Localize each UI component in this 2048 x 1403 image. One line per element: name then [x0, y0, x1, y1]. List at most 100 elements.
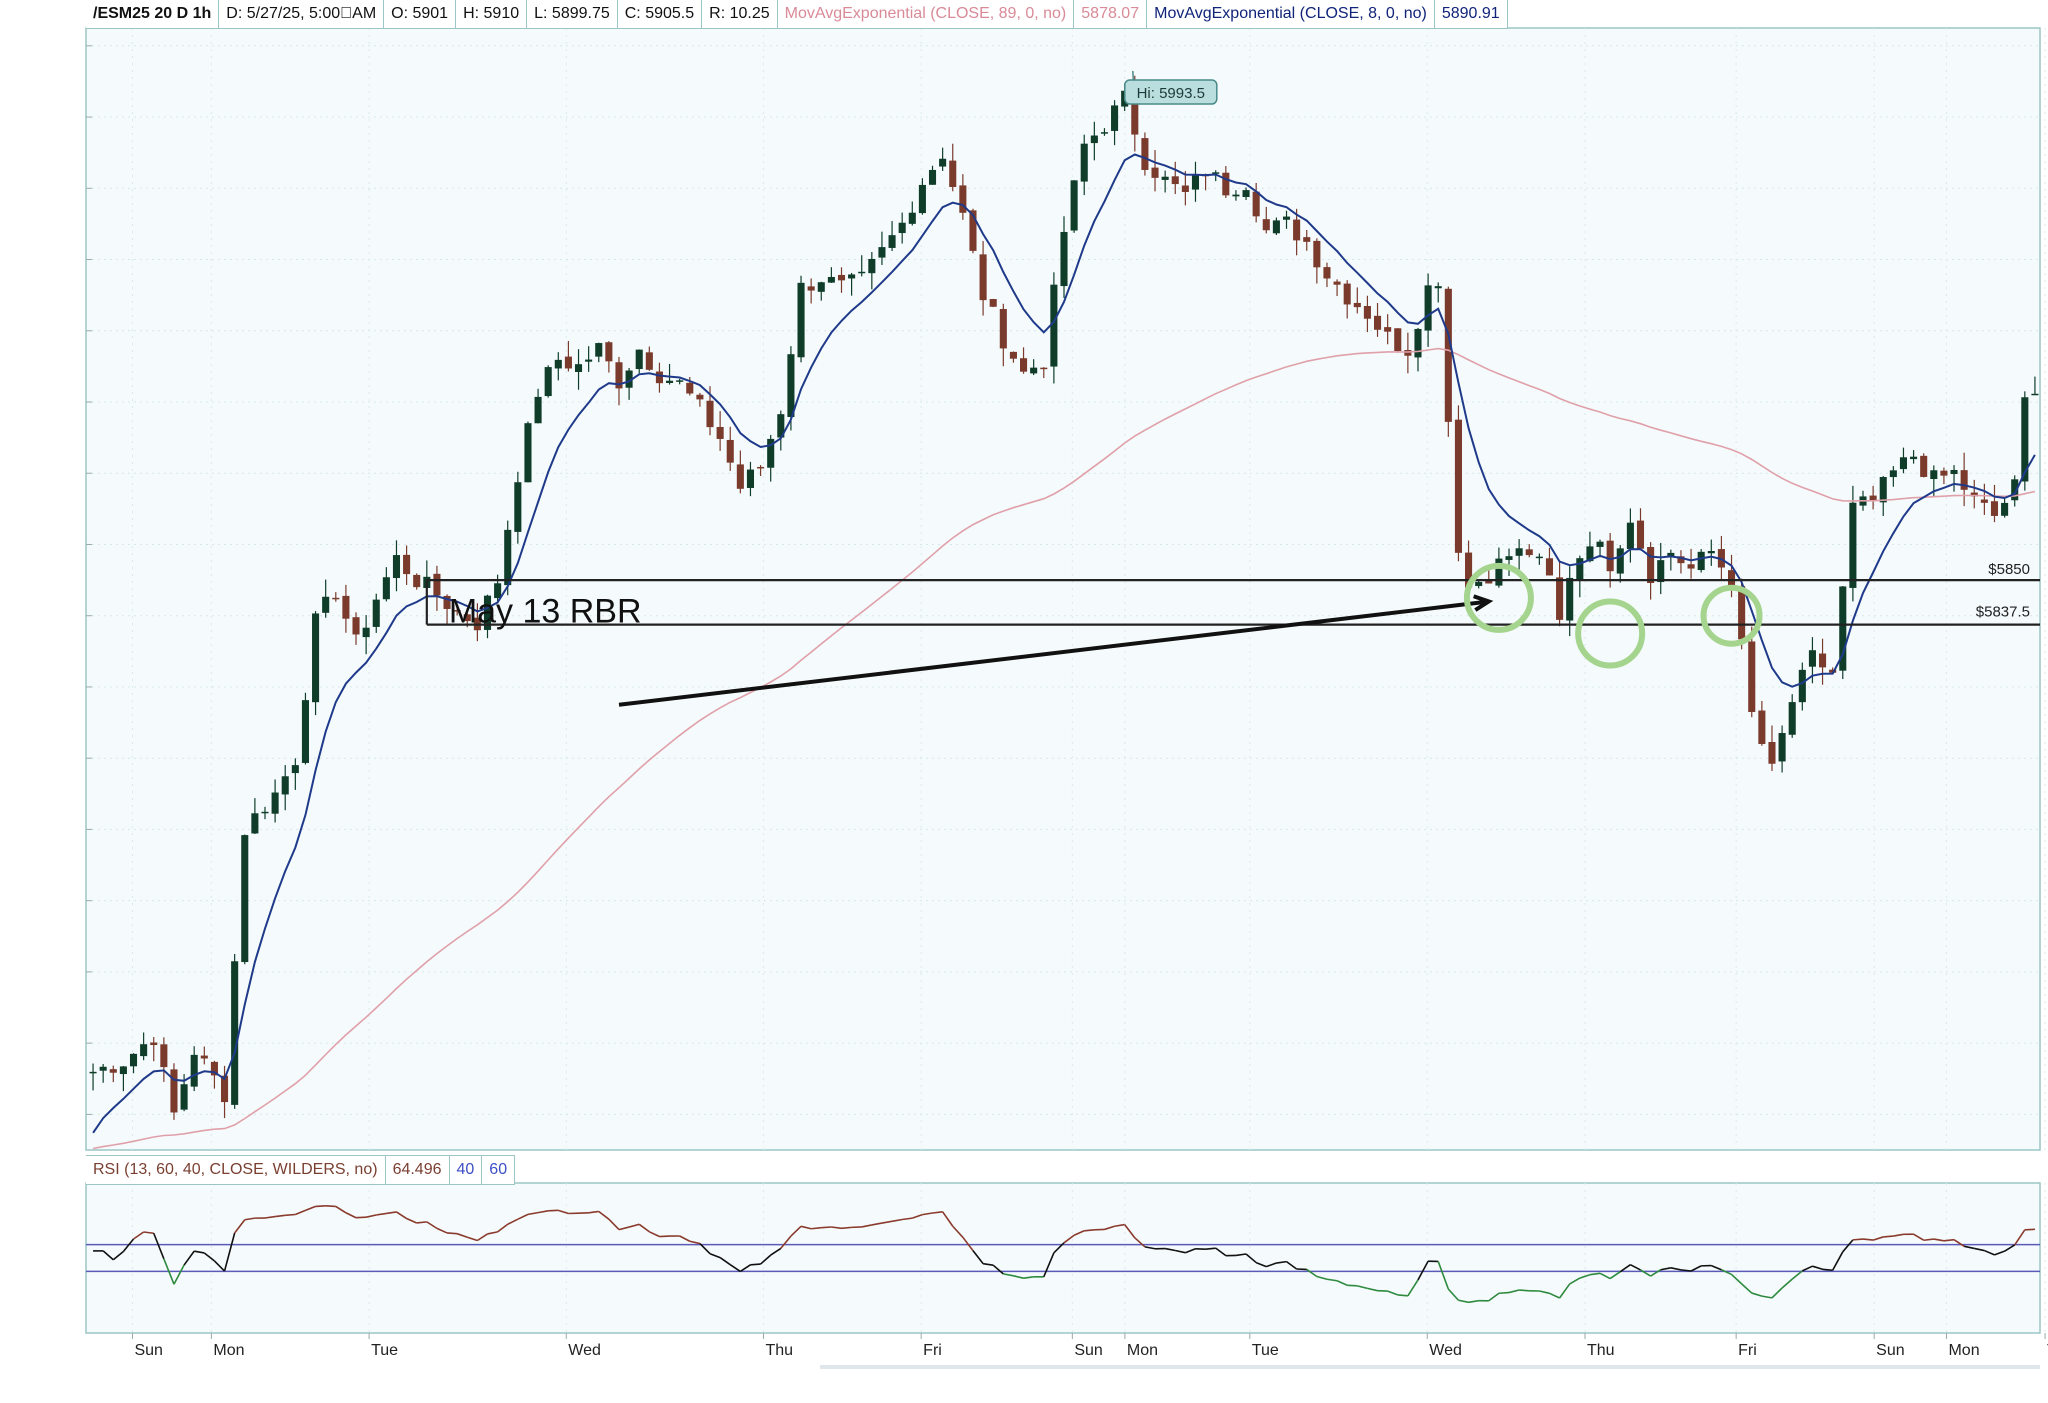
rsi-lower-level: 40	[450, 1156, 483, 1184]
candle-body	[1081, 144, 1088, 182]
candle-body	[1546, 558, 1553, 575]
open-readout: O: 5901	[384, 0, 456, 28]
candle-body	[383, 577, 390, 599]
candle-body	[1253, 192, 1260, 217]
candle-body	[352, 617, 359, 634]
candle-body	[110, 1069, 117, 1073]
candle-body	[1010, 352, 1017, 359]
candle-body	[1354, 303, 1361, 307]
candle-body	[2001, 503, 2008, 516]
candle-body	[150, 1042, 157, 1045]
candle-body	[838, 275, 845, 280]
candle-body	[261, 812, 268, 814]
candle-body	[1789, 702, 1796, 735]
candle-body	[1243, 190, 1250, 197]
close-readout: C: 5905.5	[618, 0, 702, 28]
date-readout: D: 5/27/25, 5:00 AM	[219, 0, 384, 28]
candle-body	[1819, 654, 1826, 668]
rsi-segment	[1519, 1290, 1529, 1291]
rsi-segment	[811, 1228, 821, 1229]
candle-body	[889, 235, 896, 248]
candle-body	[170, 1069, 177, 1112]
candle-body	[1384, 327, 1391, 332]
x-tick-label: Thu	[765, 1342, 793, 1359]
candle-body	[1910, 457, 1917, 459]
candle-body	[1505, 556, 1512, 560]
rsi-segment	[1084, 1230, 1094, 1231]
candle-body	[787, 354, 794, 417]
symbol-label[interactable]: /ESM25 20 D 1h	[86, 0, 219, 28]
x-tick-label: Sun	[1074, 1342, 1102, 1359]
candle-body	[899, 223, 906, 233]
ema89-study-label[interactable]: MovAvgExponential (CLOSE, 89, 0, no)	[778, 0, 1075, 28]
candle-body	[272, 793, 279, 814]
candle-body	[808, 286, 815, 290]
x-tick-label: Tue	[371, 1342, 398, 1359]
candle-body	[1020, 358, 1027, 371]
candle-body	[1930, 470, 1937, 479]
rsi-segment	[750, 1264, 760, 1265]
range-readout: R: 10.25	[702, 0, 777, 28]
candle-body	[181, 1084, 188, 1109]
x-tick-label: Mon	[213, 1342, 244, 1359]
candle-body	[1880, 477, 1887, 502]
candle-body	[646, 352, 653, 369]
candle-body	[747, 470, 754, 488]
candle-body	[1556, 577, 1563, 619]
candle-body	[848, 274, 855, 278]
x-tick-label: Sun	[1876, 1342, 1904, 1359]
candle-body	[160, 1044, 167, 1067]
candle-body	[696, 395, 703, 400]
candle-body	[1313, 241, 1320, 267]
candle-body	[140, 1044, 147, 1056]
low-readout: L: 5899.75	[527, 0, 618, 28]
candle-body	[1708, 551, 1715, 553]
candle-body	[990, 299, 997, 307]
candle-body	[727, 440, 734, 463]
candle-body	[878, 247, 885, 257]
candle-body	[1141, 138, 1148, 170]
candle-body	[1657, 560, 1664, 582]
candle-body	[1293, 220, 1300, 241]
candle-body	[1961, 470, 1968, 490]
x-tick-label: Wed	[1429, 1342, 1462, 1359]
x-tick-label: Thu	[1587, 1342, 1615, 1359]
candle-body	[585, 360, 592, 362]
candle-body	[1495, 559, 1502, 586]
candle-body	[1475, 582, 1482, 586]
candle-body	[1000, 309, 1007, 348]
candle-body	[565, 357, 572, 369]
candle-body	[1435, 286, 1442, 288]
candle-body	[1425, 285, 1432, 330]
rsi-segment	[1924, 1239, 1934, 1240]
candle-body	[636, 350, 643, 369]
candle-body	[1566, 578, 1573, 621]
candle-body	[1040, 368, 1047, 370]
candle-body	[868, 259, 875, 273]
candle-body	[1981, 500, 1988, 503]
candle-body	[939, 159, 946, 167]
x-tick-label: Sun	[134, 1342, 162, 1359]
candle-body	[90, 1072, 97, 1074]
rsi-segment	[1499, 1293, 1509, 1294]
candle-body	[241, 835, 248, 962]
ema8-study-label[interactable]: MovAvgExponential (CLOSE, 8, 0, no)	[1147, 0, 1435, 28]
candle-body	[828, 277, 835, 283]
candle-body	[535, 397, 542, 423]
candle-body	[1617, 548, 1624, 573]
candle-body	[342, 596, 349, 619]
candle-body	[292, 765, 299, 773]
candle-body	[1647, 547, 1654, 583]
candle-body	[1071, 180, 1078, 230]
rsi-study-label[interactable]: RSI (13, 60, 40, CLOSE, WILDERS, no)	[86, 1156, 386, 1184]
ema8-value: 5890.91	[1435, 0, 1508, 28]
rsi-segment	[1681, 1270, 1691, 1271]
candle-body	[1222, 173, 1229, 196]
x-tick-label: Tue	[1252, 1342, 1279, 1359]
candle-body	[373, 600, 380, 627]
candle-body	[1101, 132, 1108, 134]
candle-body	[1768, 742, 1775, 764]
candle-body	[2031, 394, 2038, 396]
candle-body	[1637, 521, 1644, 549]
